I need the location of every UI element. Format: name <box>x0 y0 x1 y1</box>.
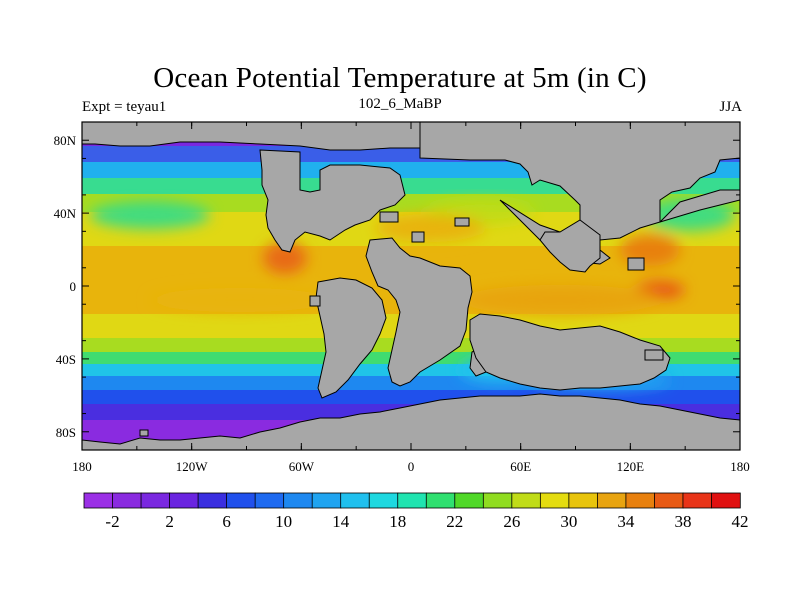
x-tick-label: 120W <box>176 459 209 474</box>
season-label: JJA <box>719 99 742 115</box>
x-tick-label: 180 <box>72 459 92 474</box>
x-tick-label: 120E <box>617 459 645 474</box>
colorbar-swatch <box>711 492 741 509</box>
colorbar-swatch <box>283 492 313 509</box>
land-masses <box>82 122 740 450</box>
colorbar-swatch <box>397 492 427 509</box>
x-axis: 180 120W 60W 0 60E 120E 180 <box>72 122 750 474</box>
y-axis: 80N 40N 0 40S 80S <box>54 121 740 451</box>
y-tick-label: 80N <box>54 133 77 148</box>
colorbar-swatch <box>311 492 342 509</box>
x-tick-label: 0 <box>408 459 415 474</box>
colorbar-swatch <box>140 492 171 509</box>
x-tick-label: 180 <box>730 459 750 474</box>
colorbar-swatch <box>340 492 370 509</box>
colorbar-swatch <box>625 492 656 509</box>
colorbar-label: 14 <box>332 512 350 531</box>
colorbar-label: 6 <box>222 512 231 531</box>
y-tick-label: 40S <box>56 352 76 367</box>
colorbar-label: -2 <box>105 512 119 531</box>
colorbar-label: 42 <box>732 512 749 531</box>
colorbar-label: 18 <box>389 512 406 531</box>
colorbar-swatch <box>112 492 142 509</box>
colorbar: -2 2 6 10 14 18 22 26 30 34 38 42 <box>83 492 749 531</box>
y-tick-label: 80S <box>56 425 76 440</box>
colorbar-swatch <box>682 492 713 509</box>
colorbar-swatch <box>454 492 485 509</box>
experiment-label: Expt = teyau1 <box>82 99 167 115</box>
colorbar-label: 22 <box>446 512 463 531</box>
colorbar-swatch <box>169 492 199 509</box>
colorbar-swatch <box>654 492 684 509</box>
colorbar-swatch <box>596 492 627 509</box>
y-tick-label: 0 <box>70 279 77 294</box>
colorbar-label: 34 <box>617 512 635 531</box>
colorbar-label: 38 <box>674 512 691 531</box>
colorbar-swatch <box>482 492 513 509</box>
colorbar-label: 30 <box>560 512 577 531</box>
colorbar-label: 10 <box>275 512 292 531</box>
colorbar-label: 2 <box>165 512 174 531</box>
colorbar-swatch <box>197 492 228 509</box>
period-label: 102_6_MaBP <box>358 96 442 112</box>
x-tick-label: 60W <box>289 459 315 474</box>
y-tick-label: 40N <box>54 206 77 221</box>
colorbar-swatch <box>568 492 599 509</box>
colorbar-swatch <box>425 492 456 509</box>
x-tick-label: 60E <box>510 459 531 474</box>
map-title: Ocean Potential Temperature at 5m (in C) <box>153 62 647 94</box>
colorbar-label: 26 <box>503 512 520 531</box>
colorbar-swatch <box>539 492 570 509</box>
colorbar-swatch <box>254 492 285 509</box>
colorbar-swatch <box>511 492 542 509</box>
colorbar-swatch <box>368 492 399 509</box>
colorbar-swatch <box>83 492 114 509</box>
colorbar-swatch <box>226 492 256 509</box>
